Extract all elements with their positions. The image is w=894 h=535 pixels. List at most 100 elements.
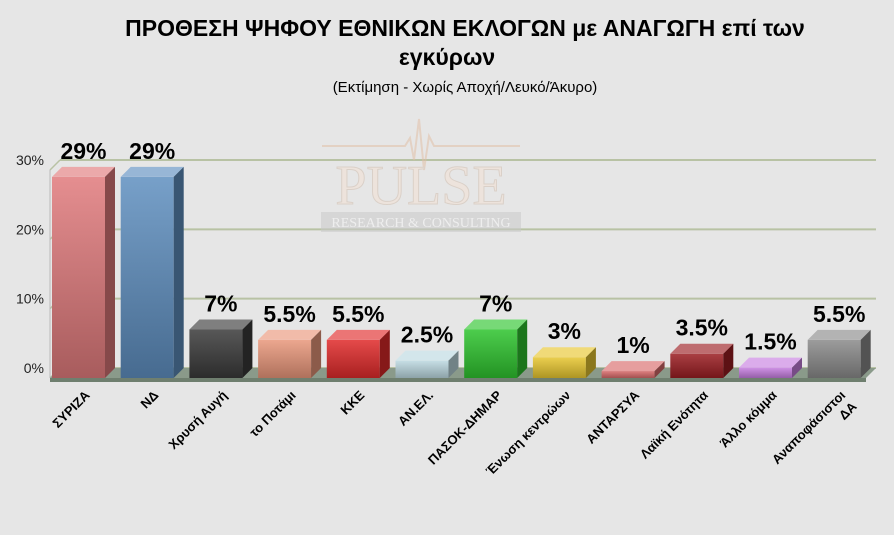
x-tick-label-line: Χρυσή Αυγή: [165, 387, 230, 452]
watermark-pulse-line-icon: [322, 118, 520, 171]
bar: [189, 319, 253, 378]
bar-top: [258, 329, 322, 340]
bar-side: [654, 361, 665, 378]
data-label: 3.5%: [676, 315, 728, 341]
chart-floor: [50, 368, 876, 382]
bar-top: [532, 347, 596, 358]
bar-side: [792, 357, 802, 378]
y-axis: 0% 10% 20% 30%: [16, 152, 51, 378]
bar: [670, 343, 734, 378]
x-tick-label: ΚΚΕ: [337, 387, 367, 417]
bar-side: [379, 329, 390, 378]
chart-subtitle: (Εκτίμηση - Χωρίς Αποχή/Λευκό/Άκυρο): [332, 79, 598, 96]
y-tick-label: 0%: [24, 360, 44, 376]
bar-side: [448, 350, 459, 378]
watermark-banner: [321, 212, 521, 232]
data-label: 5.5%: [332, 301, 384, 327]
bar-side: [105, 166, 115, 378]
chart-title-line-1: ΠΡΟΘΕΣΗ ΨΗΦΟΥ ΕΘΝΙΚΩΝ ΕΚΛΟΓΩΝ με ΑΝΑΓΩΓΗ…: [125, 15, 805, 41]
y-tick-label: 10%: [16, 291, 44, 307]
bar-side: [723, 343, 734, 378]
bar-side: [173, 166, 184, 378]
bar-side: [585, 347, 596, 378]
chart-title: ΠΡΟΘΕΣΗ ΨΗΦΟΥ ΕΘΝΙΚΩΝ ΕΚΛΟΓΩΝ με ΑΝΑΓΩΓΗ…: [0, 14, 894, 72]
data-label: 7%: [479, 290, 512, 316]
x-tick-label-line: ΑΝ.ΕΛ.: [395, 388, 436, 429]
x-tick-label-line: Άλλο κόμμα: [717, 388, 780, 451]
pulse-watermark-logo: PULSE RESEARCH & CONSULTING: [321, 118, 521, 232]
bar: [807, 329, 871, 378]
bar-top: [120, 166, 184, 177]
x-tick-label: ΑΝ.ΕΛ.: [395, 388, 436, 429]
bar: [326, 329, 390, 378]
x-tick-label-line: ΑΝΤΑΡΣΥΑ: [583, 387, 642, 446]
bar-side: [517, 319, 528, 378]
bar-top: [601, 361, 665, 372]
data-label: 2.5%: [401, 322, 453, 348]
x-tick-label: Λαϊκή Ενότητα: [637, 388, 711, 462]
x-tick-label: ΑναποφάσιστοιΔΑ: [769, 387, 860, 478]
y-tick-label: 20%: [16, 221, 44, 237]
bar: [532, 347, 596, 378]
bar-front: [807, 339, 861, 378]
bar-front: [120, 176, 174, 378]
bar-side: [311, 329, 322, 378]
watermark-main-text: PULSE: [335, 155, 506, 217]
bar-front: [52, 176, 105, 378]
bar-front: [258, 339, 312, 378]
bar-top: [326, 329, 390, 340]
chart-title-line-2: εγκύρων: [398, 44, 496, 70]
floor-front: [50, 378, 866, 382]
bar-top: [52, 166, 115, 177]
bar-front: [739, 367, 792, 378]
x-tick-label-line: Λαϊκή Ενότητα: [637, 388, 711, 462]
x-tick-label: ΝΔ: [137, 388, 161, 412]
x-tick-label: το Ποτάμι: [246, 387, 299, 440]
category-labels: ΣΥΡΙΖΑ ΝΔ Χρυσή Αυγή το Ποτάμι ΚΚΕ ΑΝ.ΕΛ.ΠΑΣΟ…: [49, 387, 860, 478]
x-tick-label: Άλλο κόμμα: [717, 388, 780, 451]
gridline-diagonal: [49, 159, 61, 171]
bar: [739, 357, 802, 378]
bar-top: [670, 343, 734, 354]
bar: [464, 319, 528, 378]
data-label: 3%: [548, 318, 581, 344]
bar-side: [242, 319, 253, 378]
x-tick-label-line: το Ποτάμι: [246, 387, 299, 440]
value-labels: 29% 29% 7% 5.5% 5.5% 2.5% 7% 3% 1% 3.5% 1.5% 5.5%: [60, 138, 865, 358]
bar: [601, 361, 665, 378]
bar-side: [860, 329, 871, 378]
bar: [120, 166, 184, 378]
x-tick-label-line: ΝΔ: [137, 388, 161, 412]
bar: [395, 350, 459, 378]
bar-front: [670, 353, 724, 378]
x-tick-label: ΣΥΡΙΖΑ: [49, 387, 93, 431]
x-tick-label: ΑΝΤΑΡΣΥΑ: [583, 387, 642, 446]
x-tick-label-line: ΚΚΕ: [337, 387, 367, 417]
bar: [258, 329, 322, 378]
data-label: 29%: [60, 138, 106, 164]
bar-top: [395, 350, 459, 361]
floor-top: [50, 368, 876, 378]
bar-front: [601, 371, 655, 378]
bar-front: [326, 339, 380, 378]
bar-top: [464, 319, 528, 330]
bar-top: [189, 319, 253, 330]
bar-front: [532, 357, 586, 378]
x-tick-label-line: Αναποφάσιστοι: [769, 387, 849, 467]
data-label: 29%: [129, 138, 175, 164]
watermark-sub-text: RESEARCH & CONSULTING: [331, 216, 510, 231]
x-tick-label-line: ΠΑΣΟΚ-ΔΗΜΑΡ: [425, 387, 505, 467]
data-label: 5.5%: [263, 301, 315, 327]
data-label: 1.5%: [744, 329, 796, 355]
bar: [52, 166, 115, 378]
bar-top: [739, 357, 802, 368]
bar-front: [464, 329, 518, 378]
bar-top: [807, 329, 871, 340]
data-label: 7%: [204, 290, 237, 316]
x-tick-label-line: ΣΥΡΙΖΑ: [49, 387, 93, 431]
bar-front: [189, 329, 243, 378]
data-label: 5.5%: [813, 301, 865, 327]
bar-front: [395, 360, 449, 378]
x-tick-label: ΠΑΣΟΚ-ΔΗΜΑΡ: [425, 387, 505, 467]
